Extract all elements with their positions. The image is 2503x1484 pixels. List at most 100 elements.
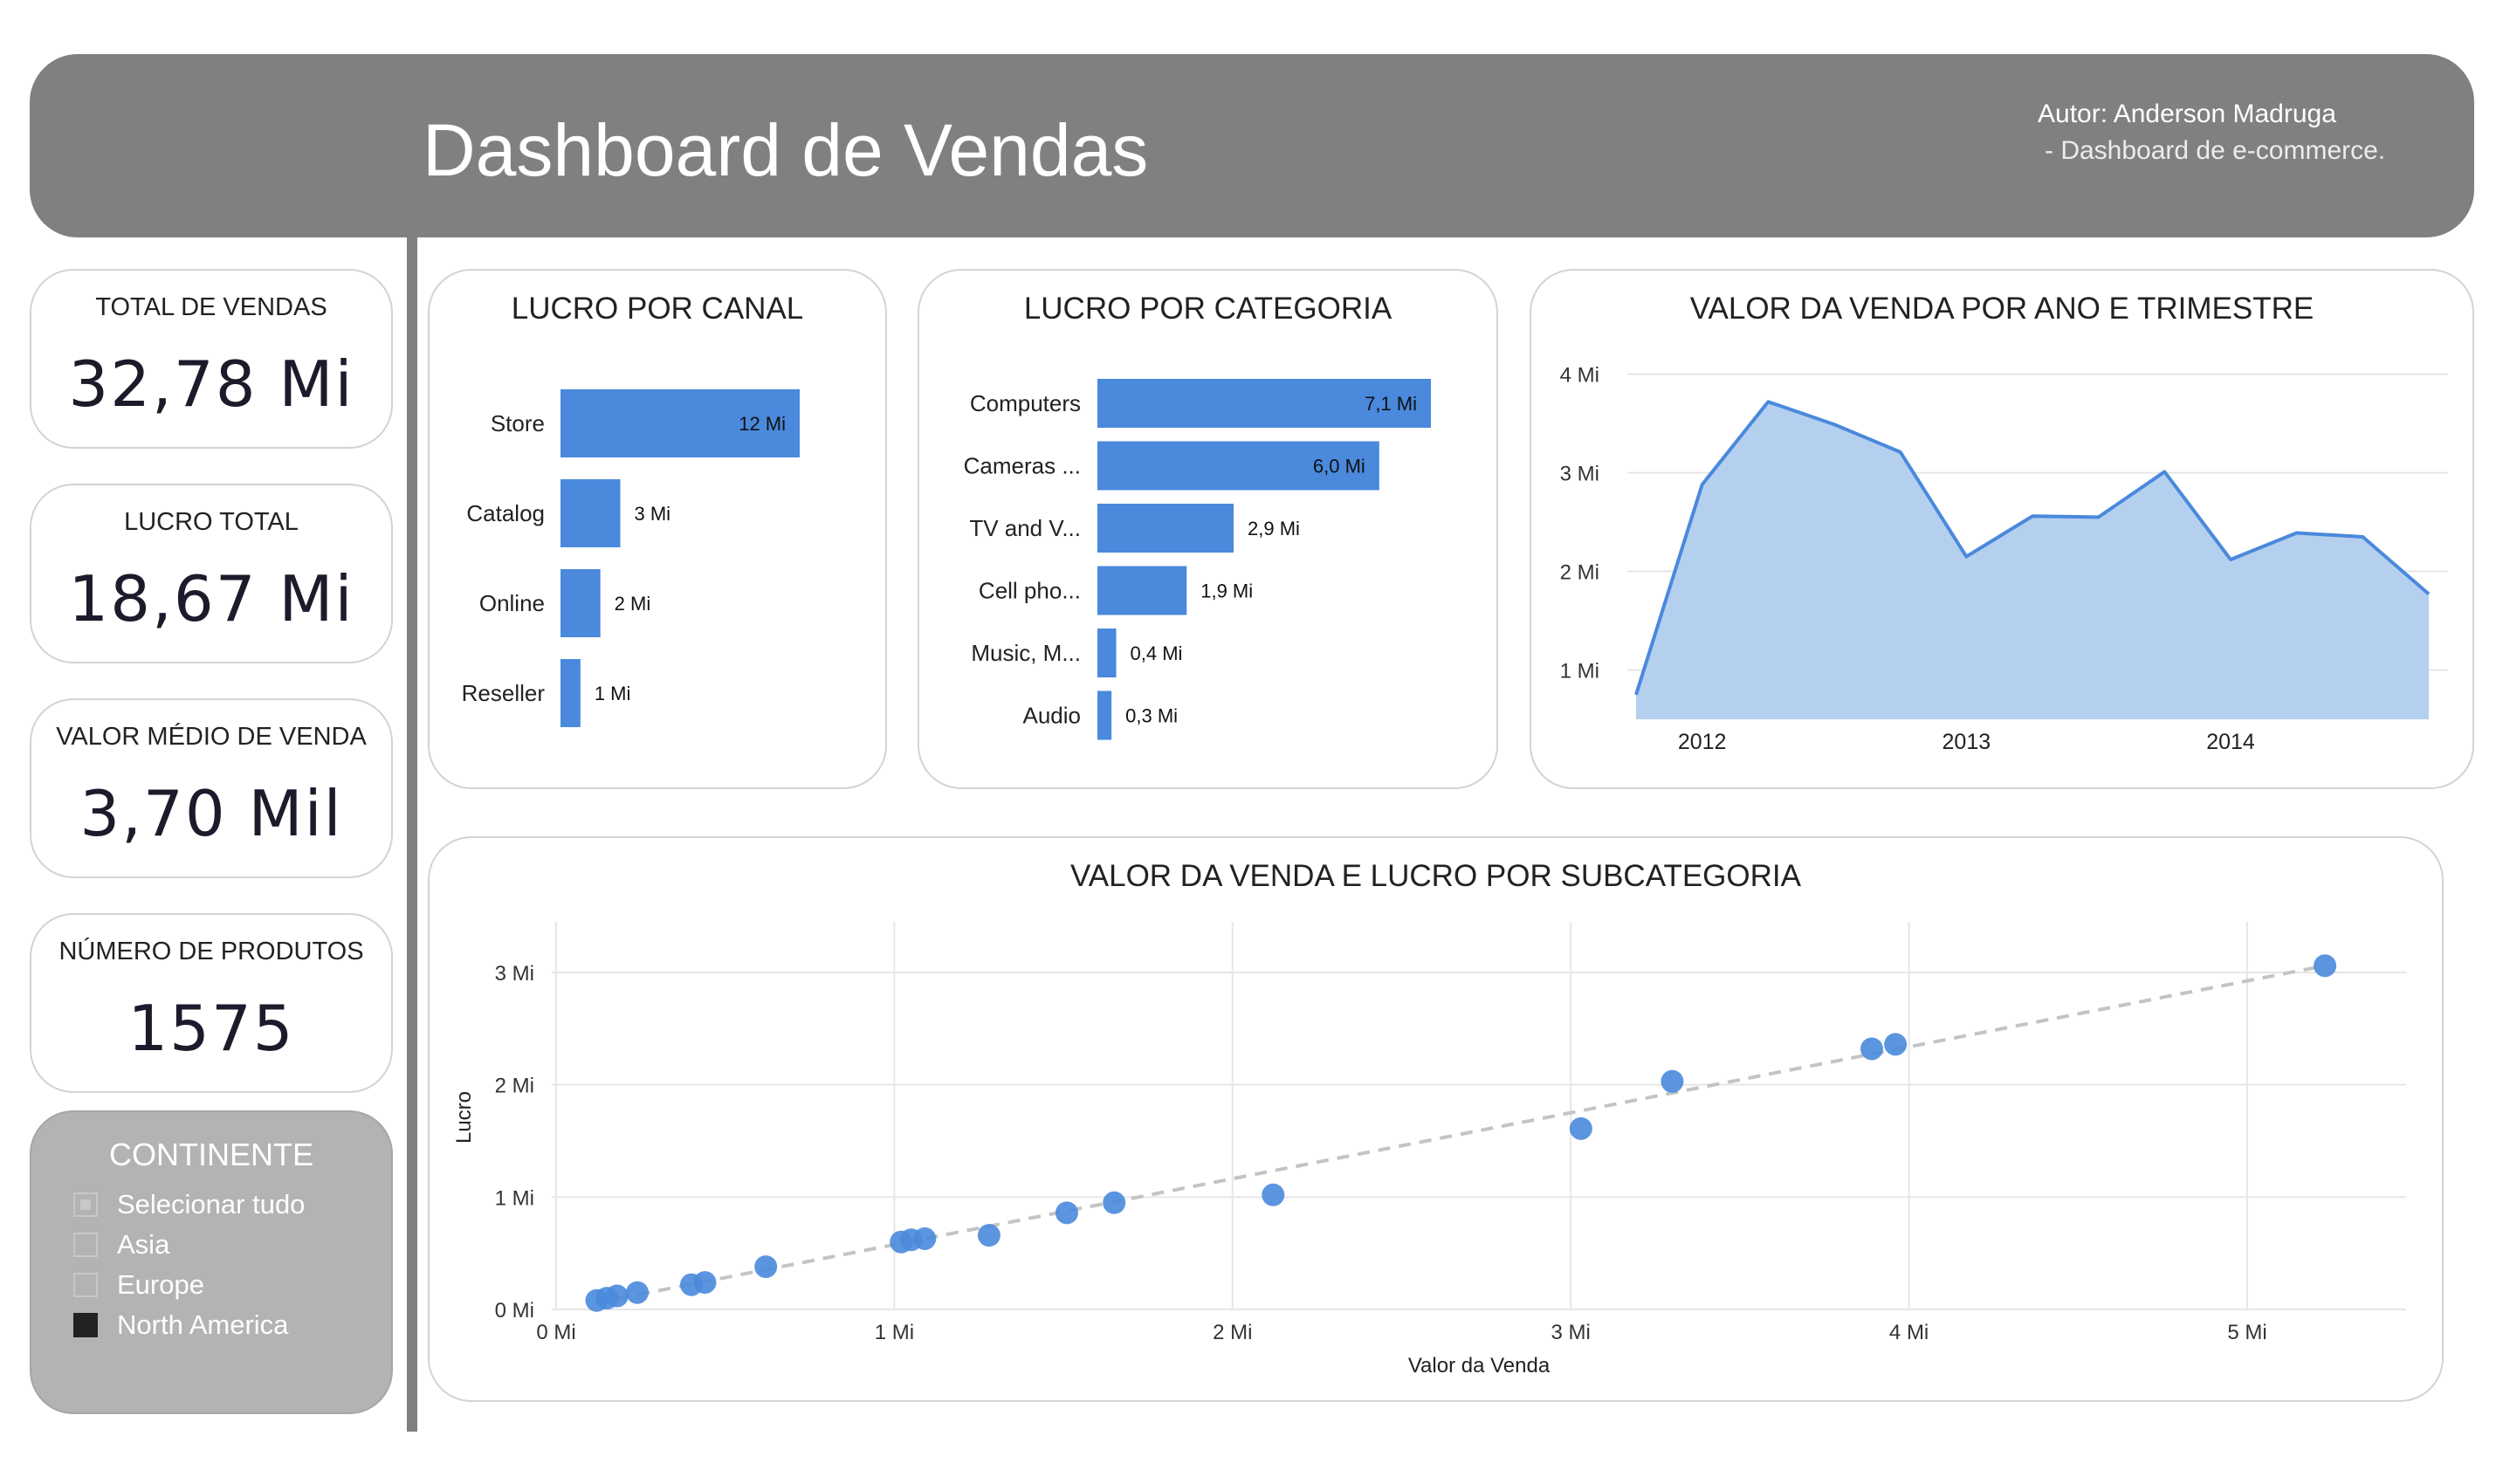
sales-by-quarter-chart: 1 Mi 2 Mi 3 Mi 4 Mi 2012 2013 2014 [1560,364,2448,754]
bar [1097,441,1379,491]
author-label: Autor: Anderson Madruga [2038,100,2336,128]
y-tick-label: 2 Mi [1560,561,1599,585]
kpi-product-count-card[interactable]: NÚMERO DE PRODUTOS 1575 [30,913,393,1093]
series-line [1634,400,2431,696]
kpi-avg-sale-card[interactable]: VALOR MÉDIO DE VENDA 3,70 Mil [30,698,393,878]
data-label: 7,1 Mi [1365,393,1417,415]
bar [1097,566,1187,615]
data-label: 1,9 Mi [1200,581,1253,602]
data-point [625,1281,649,1304]
data-point [1569,1116,1592,1140]
data-point [1055,1201,1078,1225]
y-tick-label: 1 Mi [495,1186,534,1210]
x-tick-label: 2013 [1943,730,1991,754]
bar [560,479,621,547]
kpi-total-profit-card[interactable]: LUCRO TOTAL 18,67 Mi [30,484,393,663]
bar [1097,379,1431,428]
data-point [754,1255,778,1279]
trend-line [596,964,2326,1305]
category-label: Online [479,590,545,616]
slicer-item-north-america[interactable]: North America [73,1308,288,1343]
x-axis-label: Valor da Venda [1408,1354,1551,1378]
x-tick-label: 2012 [1678,730,1727,754]
continent-slicer: CONTINENTE Selecionar tudo Asia Europe N… [30,1110,393,1414]
kpi-label: VALOR MÉDIO DE VENDA [56,723,367,751]
category-label: Catalog [466,500,545,526]
slicer-item-select-all[interactable]: Selecionar tudo [73,1187,305,1222]
data-point [913,1226,937,1250]
data-label: 1 Mi [595,683,631,704]
data-label: 0,3 Mi [1125,705,1178,727]
checkbox-icon[interactable] [73,1273,98,1297]
y-tick-label: 4 Mi [1560,364,1599,388]
bar [560,659,581,727]
slicer-item-label: Selecionar tudo [117,1189,306,1219]
sales-by-quarter-panel: VALOR DA VENDA POR ANO E TRIMESTRE 1 Mi 2… [1530,269,2474,789]
data-point [1262,1183,1285,1206]
y-tick-label: 2 Mi [495,1075,534,1098]
chart-title: VALOR DA VENDA E LUCRO POR SUBCATEGORIA [1070,859,1801,893]
profit-by-channel-panel: LUCRO POR CANAL Store 12 Mi Catalog 3 Mi Onl… [428,269,887,789]
profit-by-category-panel: LUCRO POR CATEGORIA Computers 7,1 Mi Camer… [918,269,1498,789]
sales-profit-scatter-panel: VALOR DA VENDA E LUCRO POR SUBCATEGORIA … [428,836,2444,1402]
kpi-total-sales-card[interactable]: TOTAL DE VENDAS 32,78 Mi [30,269,393,449]
data-label: 3 Mi [635,503,671,525]
x-tick-label: 2014 [2206,730,2255,754]
y-tick-label: 0 Mi [495,1299,534,1323]
kpi-label: TOTAL DE VENDAS [95,293,327,321]
slicer-title: CONTINENTE [109,1137,313,1172]
y-tick-label: 3 Mi [495,962,534,986]
header-banner: Dashboard de Vendas Autor: Anderson Madr… [30,54,2474,237]
category-label: Cell pho... [979,578,1081,604]
kpi-label: LUCRO TOTAL [124,508,299,536]
sales-profit-scatter-chart: 0 Mi 1 Mi 2 Mi 3 Mi 0 Mi 1 Mi 2 Mi 3 Mi 4 Mi 5 Mi… [452,922,2406,1378]
slicer-item-label: North America [117,1309,289,1340]
kpi-value: 3,70 Mil [79,777,343,850]
data-label: 0,4 Mi [1131,642,1183,664]
vertical-divider [407,237,417,1432]
data-point [1103,1191,1126,1214]
y-axis-label: Lucro [452,1091,476,1144]
bar [1097,690,1112,740]
data-point [1661,1069,1684,1093]
checkbox-checked-icon[interactable] [73,1313,98,1337]
x-tick-label: 4 Mi [1889,1321,1929,1344]
slicer-item-asia[interactable]: Asia [73,1227,169,1262]
chart-title: LUCRO POR CANAL [511,292,804,326]
data-point [977,1224,1001,1247]
data-point [1860,1037,1883,1061]
chart-title: VALOR DA VENDA POR ANO E TRIMESTRE [1689,292,2314,326]
category-label: Music, M... [971,640,1081,666]
category-label: Reseller [462,680,546,706]
category-label: TV and V... [969,515,1081,541]
category-label: Computers [970,390,1081,416]
x-tick-label: 0 Mi [536,1321,575,1344]
checkbox-icon[interactable] [73,1233,98,1257]
x-tick-label: 2 Mi [1213,1321,1252,1344]
data-label: 6,0 Mi [1313,456,1365,477]
bar [1097,629,1117,677]
data-label: 2 Mi [615,593,651,615]
data-point [1884,1033,1908,1056]
slicer-item-label: Asia [117,1229,170,1260]
area-fill [1636,402,2429,719]
profit-by-category-chart: Computers 7,1 Mi Cameras ... 6,0 Mi TV and V… [964,379,1431,740]
data-point [2314,954,2337,978]
kpi-value: 18,67 Mi [68,562,354,636]
slicer-item-label: Europe [117,1269,204,1300]
x-tick-label: 3 Mi [1551,1321,1591,1344]
kpi-label: NÚMERO DE PRODUTOS [58,938,364,965]
category-label: Store [491,410,545,436]
x-tick-label: 1 Mi [875,1321,914,1344]
checkbox-partial-icon[interactable] [73,1192,98,1217]
bar [560,569,601,637]
kpi-value: 32,78 Mi [68,347,354,421]
bar [560,389,800,457]
x-tick-label: 5 Mi [2227,1321,2266,1344]
category-label: Audio [1023,703,1082,729]
chart-title: LUCRO POR CATEGORIA [1023,292,1392,326]
data-label: 12 Mi [739,413,786,435]
bar [1097,504,1234,553]
data-point [605,1284,629,1308]
slicer-item-europe[interactable]: Europe [73,1268,204,1302]
